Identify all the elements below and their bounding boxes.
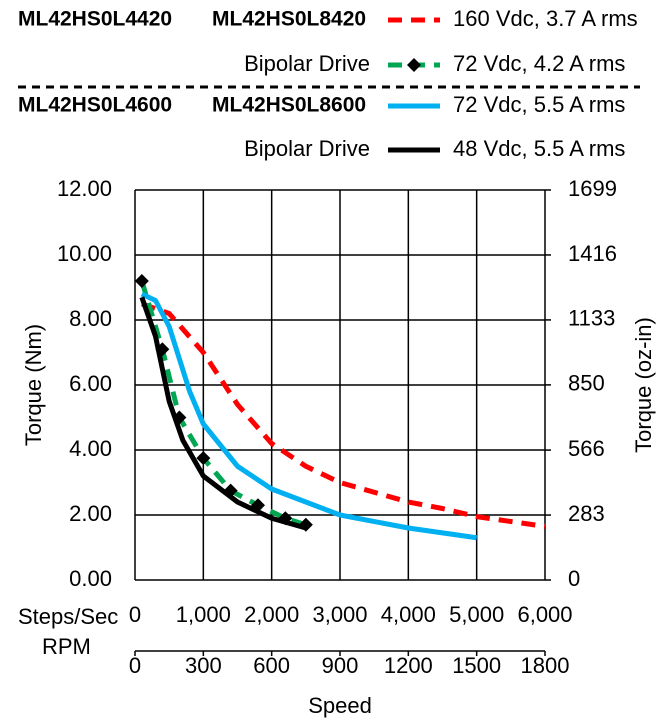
y2-tick-label: 1133 bbox=[568, 306, 615, 331]
legend-drive: Bipolar Drive bbox=[244, 51, 370, 76]
data-marker bbox=[196, 451, 211, 466]
x2-tick-label: 600 bbox=[253, 653, 290, 678]
legend-model: ML42HS0L4420 bbox=[18, 8, 172, 31]
y-tick-label: 10.00 bbox=[57, 241, 112, 266]
x-tick-label: 5,000 bbox=[449, 602, 504, 627]
legend-model: ML42HS0L8600 bbox=[212, 94, 366, 117]
x2-tick-label: 1500 bbox=[452, 653, 501, 678]
legend-label: 72 Vdc, 5.5 A rms bbox=[453, 92, 625, 117]
series-line bbox=[140, 291, 478, 541]
y2-axis-label: Torque (oz-in) bbox=[631, 317, 656, 453]
legend-label: 160 Vdc, 3.7 A rms bbox=[453, 6, 638, 31]
x2-tick-label: 0 bbox=[129, 653, 141, 678]
x-tick-label: 4,000 bbox=[381, 602, 436, 627]
y-tick-label: 12.00 bbox=[57, 176, 112, 201]
y-tick-label: 6.00 bbox=[69, 371, 112, 396]
x-tick-label: 1,000 bbox=[176, 602, 231, 627]
legend-model: ML42HS0L8420 bbox=[212, 8, 366, 31]
x2-tick-label: 1200 bbox=[384, 653, 433, 678]
x2-tick-label: 1800 bbox=[521, 653, 570, 678]
y2-tick-label: 1416 bbox=[568, 241, 617, 266]
legend-model: ML42HS0L4600 bbox=[18, 94, 172, 117]
x-axis-title: Speed bbox=[308, 693, 372, 718]
x2-tick-label: 900 bbox=[322, 653, 359, 678]
x2-axis-label: RPM bbox=[42, 634, 91, 659]
x-tick-label: 2,000 bbox=[244, 602, 299, 627]
x2-tick-label: 300 bbox=[185, 653, 222, 678]
y2-tick-label: 566 bbox=[568, 436, 605, 461]
legend-drive: Bipolar Drive bbox=[244, 136, 370, 161]
legend-marker bbox=[407, 58, 421, 72]
y-tick-label: 2.00 bbox=[69, 501, 112, 526]
y2-tick-label: 850 bbox=[568, 371, 605, 396]
data-marker bbox=[134, 274, 149, 288]
y-tick-label: 8.00 bbox=[69, 306, 112, 331]
legend-label: 48 Vdc, 5.5 A rms bbox=[453, 136, 625, 161]
series-line bbox=[140, 301, 546, 529]
y-tick-label: 4.00 bbox=[69, 436, 112, 461]
y2-tick-label: 283 bbox=[568, 501, 605, 526]
legend-label: 72 Vdc, 4.2 A rms bbox=[453, 51, 625, 76]
y-tick-label: 0.00 bbox=[69, 566, 112, 591]
y2-tick-label: 0 bbox=[568, 566, 580, 591]
y2-tick-label: 1699 bbox=[568, 176, 617, 201]
x-tick-label: 0 bbox=[129, 602, 141, 627]
y-axis-label: Torque (Nm) bbox=[21, 324, 46, 446]
x-tick-label: 3,000 bbox=[312, 602, 367, 627]
series-line bbox=[139, 296, 307, 531]
x-tick-label: 6,000 bbox=[517, 602, 572, 627]
x-axis-label: Steps/Sec bbox=[18, 604, 118, 629]
